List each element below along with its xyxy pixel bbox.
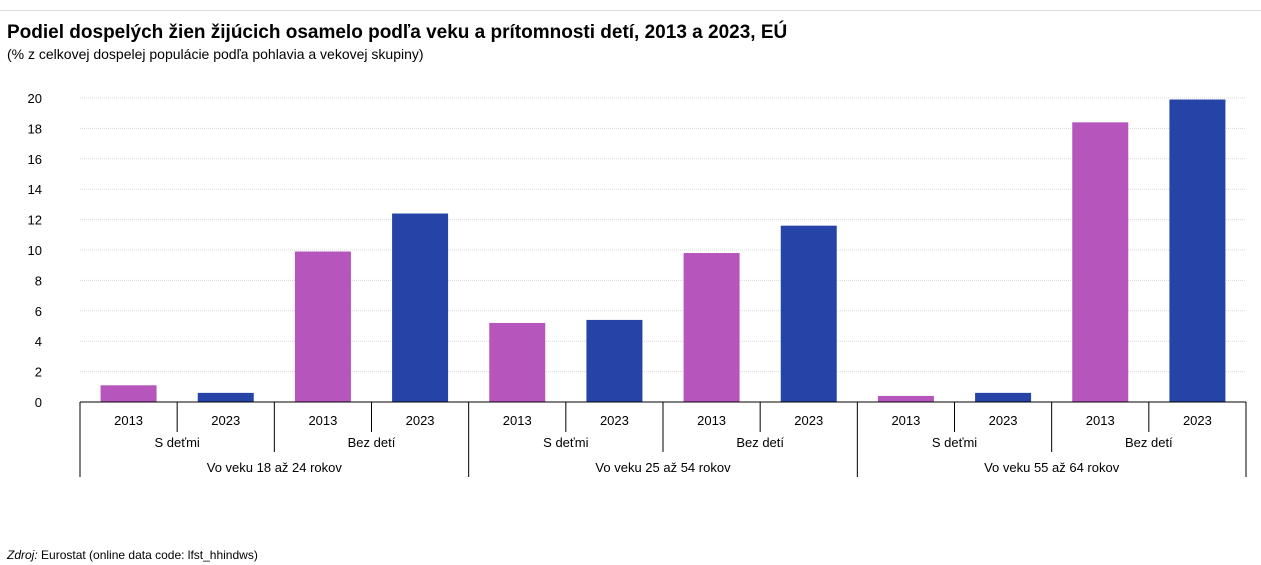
children-group-label: Bez detí [736,435,784,450]
bar-2013 [683,253,740,402]
bar-2013 [1072,122,1129,402]
year-label: 2023 [211,413,240,428]
year-label: 2013 [1086,413,1115,428]
y-tick-label: 4 [35,334,42,349]
y-tick-label: 2 [35,365,42,380]
bar-2023 [586,319,643,402]
bar-2013 [877,395,934,402]
source-text: Eurostat (online data code: lfst_hhindws… [37,548,258,562]
children-group-label: Bez detí [1125,435,1173,450]
top-rule [0,10,1261,11]
year-label: 2023 [794,413,823,428]
y-tick-label: 8 [35,273,42,288]
year-label: 2023 [406,413,435,428]
chart-subtitle: (% z celkovej dospelej populácie podľa p… [7,46,424,62]
y-tick-label: 10 [28,243,42,258]
y-tick-label: 14 [28,182,42,197]
year-label: 2013 [503,413,532,428]
year-label: 2013 [308,413,337,428]
children-group-label: S deťmi [932,435,977,450]
bar-2023 [780,225,837,402]
y-tick-label: 0 [35,395,42,410]
chart-title: Podiel dospelých žien žijúcich osamelo p… [7,22,788,43]
year-label: 2023 [600,413,629,428]
y-tick-label: 6 [35,304,42,319]
year-label: 2013 [891,413,920,428]
bar-chart: 0 2 4 6 8 10 12 14 16 18 20 2013 2023 2013 2023 2013 202… [28,91,1247,477]
bar-2013 [294,251,351,402]
year-label: 2023 [1183,413,1212,428]
y-tick-label: 16 [28,152,42,167]
source-prefix: Zdroj: [7,548,38,562]
year-label: 2013 [114,413,143,428]
year-label: 2013 [697,413,726,428]
bar-2023 [197,392,254,402]
age-group-label: Vo veku 55 až 64 rokov [984,460,1120,475]
children-group-label: S deťmi [543,435,588,450]
bar-2023 [392,213,449,402]
bar-2013 [489,322,546,402]
y-tick-label: 12 [28,213,42,228]
age-group-label: Vo veku 18 až 24 rokov [207,460,343,475]
children-group-label: Bez detí [348,435,396,450]
year-label: 2023 [989,413,1018,428]
bar-2023 [1169,99,1226,403]
bar-2013 [100,385,157,402]
source-note: Zdroj: Eurostat (online data code: lfst_… [7,548,258,562]
y-tick-label: 20 [28,91,42,106]
age-group-label: Vo veku 25 až 54 rokov [595,460,731,475]
y-tick-label: 18 [28,121,42,136]
bar-2023 [975,392,1032,402]
children-group-label: S deťmi [154,435,199,450]
